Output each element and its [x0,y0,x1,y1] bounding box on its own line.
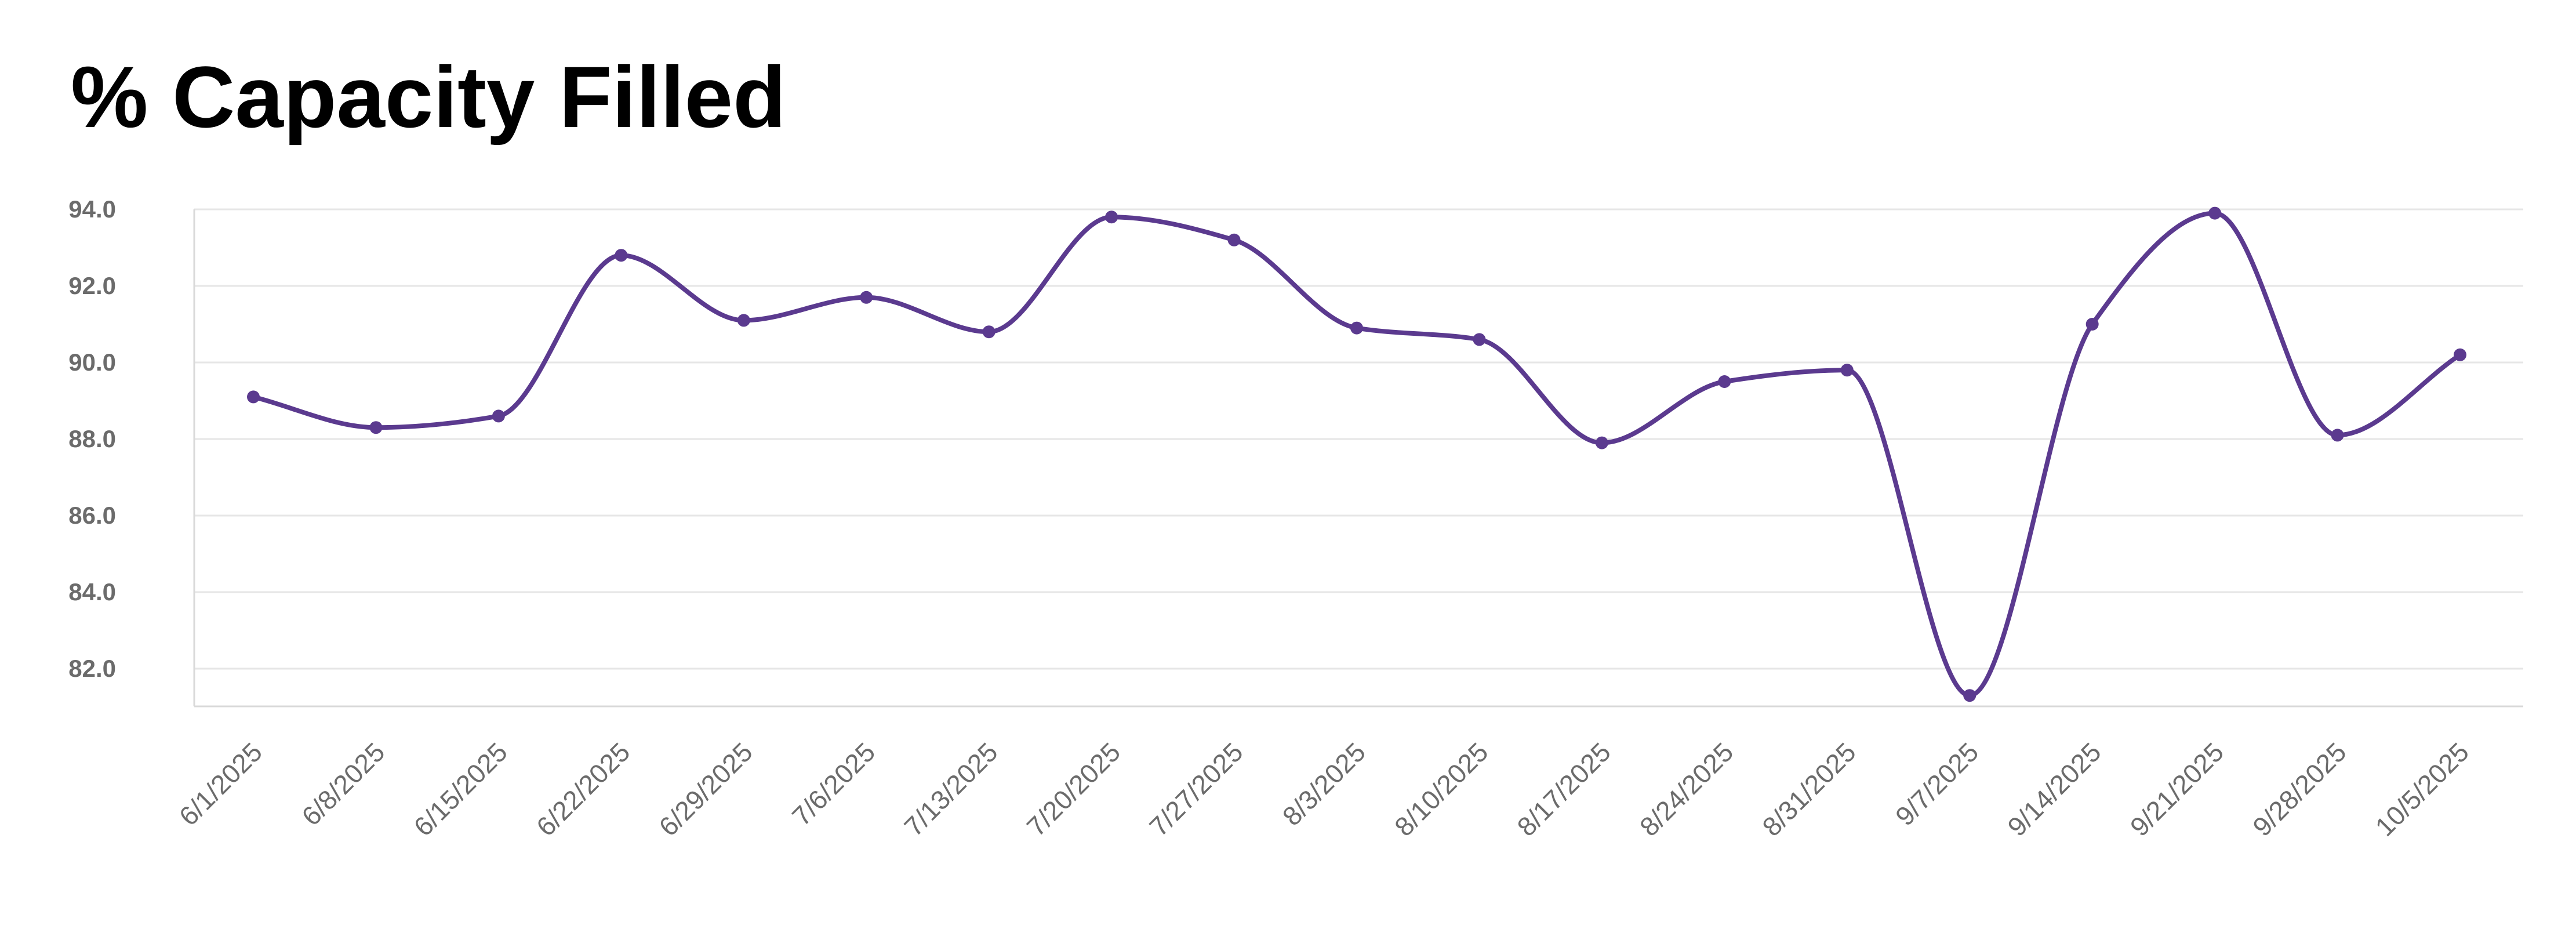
data-point [1473,333,1486,346]
data-point [1963,689,1976,702]
series-line-group [251,211,2462,698]
y-tick-label: 90.0 [68,349,116,376]
x-tick-label: 9/7/2025 [1890,737,1984,831]
data-point [492,409,505,423]
x-tick-label: 6/29/2025 [653,737,758,841]
chart-title: % Capacity Filled [71,48,786,146]
y-tick-label: 84.0 [68,578,116,605]
y-tick-label: 82.0 [68,655,116,682]
x-tick-label: 9/21/2025 [2124,737,2229,841]
data-point [982,325,995,339]
x-tick-label: 8/3/2025 [1277,737,1371,831]
data-point [1350,321,1363,335]
x-tick-label: 6/8/2025 [296,737,390,831]
x-tick-label: 8/31/2025 [1756,737,1861,841]
data-point [2454,348,2466,361]
x-tick-label: 8/10/2025 [1389,737,1494,841]
x-tick-label: 7/27/2025 [1143,737,1248,841]
data-point [247,390,260,404]
data-point [2331,429,2344,442]
data-point [2085,318,2099,331]
x-tick-label: 10/5/2025 [2370,737,2475,841]
data-point [615,249,628,262]
data-point [1227,233,1241,246]
data-point [369,421,383,434]
data-point [2208,206,2222,220]
x-tick-label: 7/20/2025 [1021,737,1126,841]
y-tick-label: 94.0 [68,195,116,223]
series-line [251,211,2462,698]
data-points [247,206,2466,702]
x-axis-ticks: 6/1/2025 6/8/2025 6/15/2025 6/22/2025 6/29/2… [173,737,2475,841]
y-tick-label: 88.0 [68,425,116,452]
x-tick-label: 7/13/2025 [898,737,1003,841]
data-point [737,314,750,327]
x-tick-label: 6/1/2025 [173,737,268,831]
y-tick-label: 92.0 [68,272,116,299]
x-tick-label: 7/6/2025 [786,737,881,831]
data-point [860,291,873,304]
x-tick-label: 9/14/2025 [2001,737,2106,841]
data-point [1105,211,1118,224]
x-tick-label: 8/24/2025 [1634,737,1739,841]
data-point [1595,436,1608,449]
y-axis-ticks: 82.0 84.0 86.0 88.0 90.0 92.0 94.0 [68,195,116,682]
y-tick-label: 86.0 [68,502,116,529]
data-point [1718,375,1731,388]
x-tick-label: 9/28/2025 [2247,737,2352,841]
x-tick-label: 8/17/2025 [1511,737,1616,841]
grid-lines [194,208,2523,670]
x-tick-label: 6/15/2025 [408,737,513,841]
x-tick-label: 6/22/2025 [531,737,635,841]
axes [193,209,2523,708]
data-point [1840,364,1854,377]
